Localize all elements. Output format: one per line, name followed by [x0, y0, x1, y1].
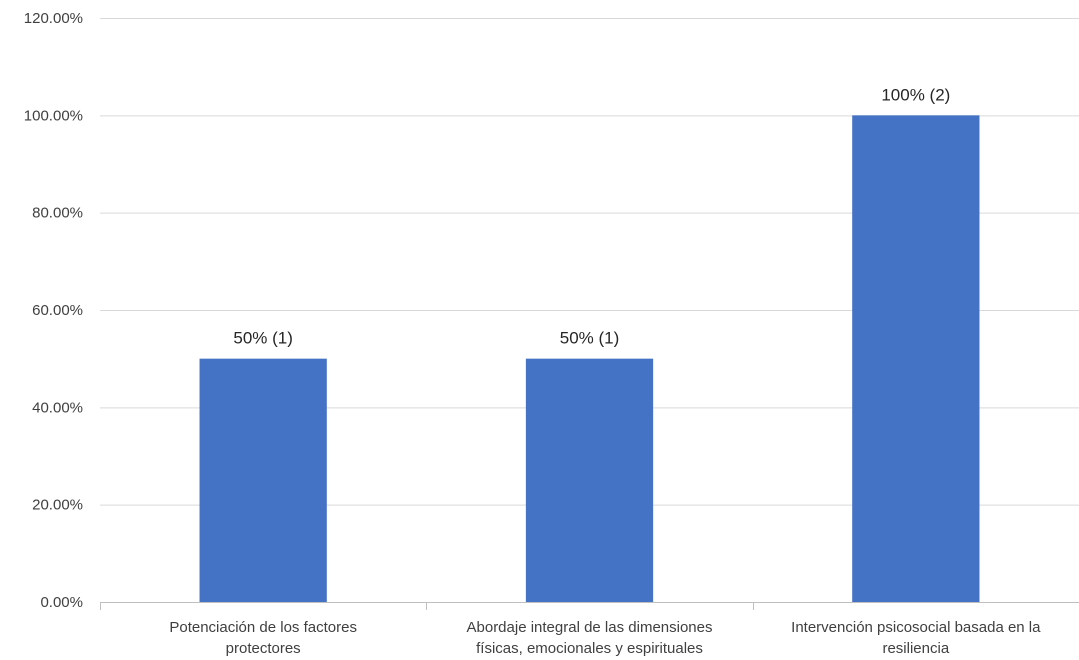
data-labels: 50% (1) 50% (1) 100% (2)	[233, 85, 950, 347]
x-category-label-line: protectores	[226, 640, 301, 657]
x-axis	[100, 602, 1079, 610]
bar-data-label: 50% (1)	[233, 329, 293, 348]
x-axis-category-labels: Potenciación de los factores protectores A…	[169, 619, 1041, 657]
bar-data-label: 50% (1)	[560, 329, 620, 348]
y-axis-tick-labels: 0.00% 20.00% 40.00% 60.00% 80.00% 100.00% 120.…	[24, 10, 83, 611]
x-category-label-line: Abordaje integral de las dimensiones	[467, 619, 713, 636]
y-tick-label: 80.00%	[32, 205, 83, 222]
y-tick-label: 100.00%	[24, 107, 83, 124]
y-tick-label: 120.00%	[24, 10, 83, 27]
bar	[526, 359, 653, 602]
x-category-label-line: Potenciación de los factores	[169, 619, 357, 636]
y-tick-label: 0.00%	[40, 594, 83, 611]
x-category-label: Potenciación de los factores protectores	[169, 619, 357, 657]
bar	[852, 115, 979, 602]
y-tick-label: 20.00%	[32, 497, 83, 514]
bar	[200, 359, 327, 602]
x-category-label: Abordaje integral de las dimensiones físi…	[467, 619, 713, 657]
x-category-label-line: Intervención psicosocial basada en la	[791, 619, 1041, 636]
x-category-label-line: físicas, emocionales y espirituales	[476, 640, 703, 657]
y-tick-label: 40.00%	[32, 399, 83, 416]
x-category-label-line: resiliencia	[882, 640, 949, 657]
bars	[200, 115, 980, 602]
y-tick-label: 60.00%	[32, 302, 83, 319]
x-category-label: Intervención psicosocial basada en la res…	[791, 619, 1041, 657]
bar-data-label: 100% (2)	[881, 85, 950, 104]
